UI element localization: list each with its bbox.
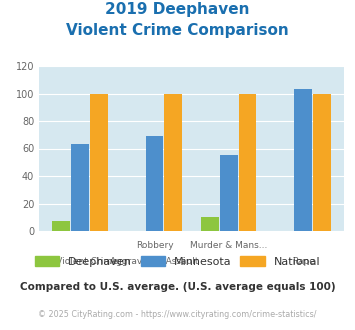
- Bar: [201, 217, 219, 231]
- Bar: [313, 93, 331, 231]
- Text: Robbery: Robbery: [136, 241, 173, 250]
- Legend: Deephaven, Minnesota, National: Deephaven, Minnesota, National: [30, 251, 325, 271]
- Text: 2019 Deephaven: 2019 Deephaven: [105, 2, 250, 16]
- Bar: [294, 89, 312, 231]
- Text: © 2025 CityRating.com - https://www.cityrating.com/crime-statistics/: © 2025 CityRating.com - https://www.city…: [38, 310, 317, 319]
- Bar: [239, 93, 256, 231]
- Text: Murder & Mans...: Murder & Mans...: [190, 241, 268, 250]
- Text: Compared to U.S. average. (U.S. average equals 100): Compared to U.S. average. (U.S. average …: [20, 282, 335, 292]
- Bar: [220, 155, 238, 231]
- Bar: [71, 145, 89, 231]
- Bar: [146, 136, 163, 231]
- Text: Aggravated Assault: Aggravated Assault: [110, 257, 199, 266]
- Bar: [53, 221, 70, 231]
- Bar: [164, 93, 182, 231]
- Text: All Violent Crime: All Violent Crime: [42, 257, 118, 266]
- Text: Rape: Rape: [292, 257, 315, 266]
- Text: Violent Crime Comparison: Violent Crime Comparison: [66, 23, 289, 38]
- Bar: [90, 93, 108, 231]
